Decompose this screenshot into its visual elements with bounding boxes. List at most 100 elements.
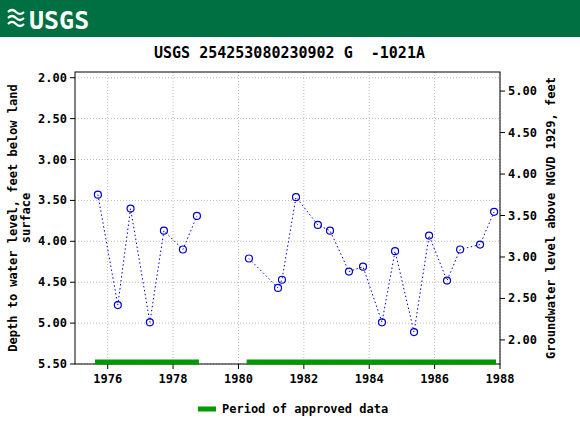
data-point — [378, 319, 385, 326]
y-tick — [70, 282, 75, 283]
y2-tick-label: 4.00 — [508, 167, 537, 181]
x-tick-label: 1980 — [224, 372, 253, 386]
y2-axis-label: Groundwater level above NGVD 1929, feet — [544, 77, 558, 359]
title: USGS 254253080230902 G -1021A — [154, 44, 425, 62]
axes: 1976 1978 1980 1982 1984 1986 1988 2.00 2.50 3.00… — [38, 71, 537, 386]
y-tick — [70, 159, 75, 160]
y2-tick-label: 5.00 — [508, 84, 537, 98]
grid-line-y — [75, 241, 500, 242]
x-tick — [107, 364, 108, 369]
x-tick — [500, 364, 501, 369]
approved-period — [95, 360, 199, 365]
grid-line-x — [434, 72, 435, 364]
data-point — [360, 263, 367, 270]
data-point — [179, 246, 186, 253]
y2-tick — [500, 256, 505, 257]
logo: USGS — [8, 6, 89, 35]
y-tick-label: 3.50 — [38, 193, 67, 207]
y2-tick-label: 3.50 — [508, 209, 537, 223]
plot-frame — [75, 72, 500, 364]
y-tick — [70, 200, 75, 201]
data-point — [193, 212, 200, 219]
grid-line-x — [238, 72, 239, 364]
data-point — [94, 191, 101, 198]
x-tick — [238, 364, 239, 369]
grid-line-y — [75, 200, 500, 201]
logo-text: USGS — [29, 6, 89, 35]
x-tick-label: 1976 — [93, 372, 122, 386]
data-point — [275, 284, 282, 291]
y2-tick — [500, 215, 505, 216]
legend: Period of approved data — [198, 402, 388, 416]
logo-wave — [8, 16, 24, 20]
grid — [75, 72, 500, 364]
x-tick — [303, 364, 304, 369]
y-tick-label: 4.50 — [38, 275, 67, 289]
y-tick-label: 5.00 — [38, 316, 67, 330]
series-line — [98, 195, 494, 332]
y-tick — [70, 77, 75, 78]
grid-line-y — [75, 77, 500, 78]
y2-tick — [500, 132, 505, 133]
data-point — [345, 268, 352, 275]
y2-tick-label: 3.00 — [508, 250, 537, 264]
grid-line-x — [303, 72, 304, 364]
data-point — [127, 205, 134, 212]
data-point — [327, 227, 334, 234]
y-tick — [70, 364, 75, 365]
logo-wave — [8, 10, 24, 14]
x-tick-label: 1988 — [486, 372, 515, 386]
y-tick — [70, 323, 75, 324]
grid-line-y — [75, 323, 500, 324]
x-tick — [369, 364, 370, 369]
chart-svg: USGSUSGS 254253080230902 G -1021A1976197… — [0, 0, 580, 430]
data-point — [411, 329, 418, 336]
grid-line-x — [107, 72, 108, 364]
y-tick-label: 5.50 — [38, 357, 67, 371]
y-tick-label: 3.00 — [38, 153, 67, 167]
header-bar — [0, 0, 580, 37]
y-axis-label-line: Depth to water level, feet below land — [6, 84, 20, 351]
x-tick-label: 1986 — [420, 372, 449, 386]
y-axis-label-line: surface — [19, 193, 33, 244]
y-tick-label: 2.00 — [38, 71, 67, 85]
approved-period — [247, 360, 496, 365]
grid-line-y — [75, 282, 500, 283]
data-point — [457, 246, 464, 253]
grid-line-y — [75, 159, 500, 160]
x-tick — [173, 364, 174, 369]
data-point — [278, 276, 285, 283]
y-tick-label: 2.50 — [38, 112, 67, 126]
y2-tick — [500, 174, 505, 175]
data-group — [94, 191, 497, 362]
data-point — [426, 232, 433, 239]
grid-line-x — [173, 72, 174, 364]
x-tick — [434, 364, 435, 369]
data-point — [245, 255, 252, 262]
y-axis-label: Depth to water level, feet below landsur… — [6, 84, 33, 351]
y2-tick-label: 2.50 — [508, 291, 537, 305]
data-point — [477, 241, 484, 248]
x-tick-label: 1978 — [159, 372, 188, 386]
data-point — [146, 319, 153, 326]
y-tick — [70, 118, 75, 119]
data-point — [160, 227, 167, 234]
logo-wave — [8, 22, 24, 26]
data-point — [293, 194, 300, 201]
background — [0, 0, 580, 430]
y2-tick — [500, 298, 505, 299]
legend-label: Period of approved data — [222, 402, 388, 416]
y2-tick — [500, 91, 505, 92]
x-tick-label: 1982 — [289, 372, 318, 386]
data-point — [114, 302, 121, 309]
data-point — [314, 221, 321, 228]
x-tick-label: 1984 — [355, 372, 384, 386]
grid-line-x — [369, 72, 370, 364]
y2-tick-label: 4.50 — [508, 126, 537, 140]
y2-tick-label: 2.00 — [508, 333, 537, 347]
y-tick-label: 4.00 — [38, 234, 67, 248]
legend-swatch — [198, 407, 216, 412]
y-tick — [70, 241, 75, 242]
data-point — [392, 248, 399, 255]
y2-tick — [500, 339, 505, 340]
